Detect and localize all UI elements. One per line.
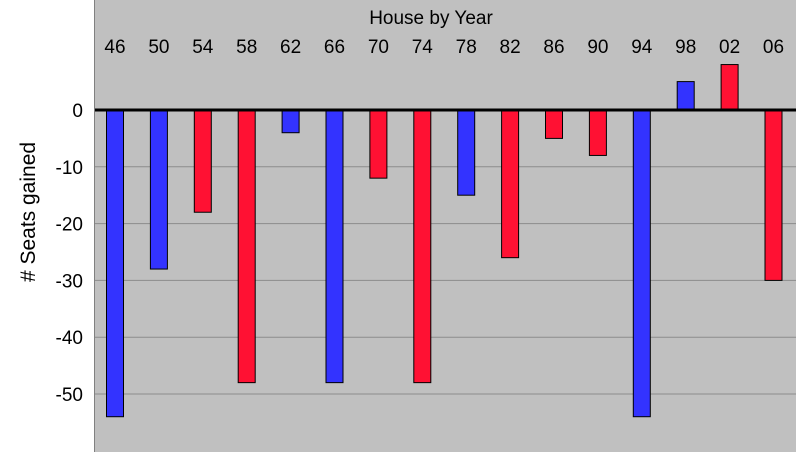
bar-46 — [106, 109, 124, 418]
x-tick-label-82: 82 — [500, 37, 521, 58]
bar-74 — [413, 109, 432, 384]
x-tick-label-94: 94 — [631, 37, 653, 58]
y-tick-label: -50 — [56, 385, 83, 406]
x-tick-label-02: 02 — [719, 37, 740, 58]
x-tick-labels: 46 50 54 58 62 66 70 74 78 82 86 90 94 98 02 06 — [104, 37, 784, 58]
y-tick-label: -40 — [56, 328, 83, 349]
bar-90 — [588, 109, 607, 156]
bars — [106, 64, 783, 418]
x-tick-label-70: 70 — [368, 37, 389, 58]
x-tick-label-06: 06 — [763, 37, 784, 58]
x-tick-label-98: 98 — [675, 37, 696, 58]
x-tick-label-54: 54 — [192, 37, 214, 58]
bar-58 — [237, 109, 256, 384]
bar-94 — [632, 109, 651, 418]
x-tick-label-78: 78 — [456, 37, 477, 58]
y-tick-label: 0 — [72, 101, 83, 122]
bar-62 — [281, 109, 300, 134]
x-tick-label-50: 50 — [148, 37, 169, 58]
bar-50 — [149, 109, 168, 270]
bar-06 — [764, 109, 783, 281]
bar-70 — [369, 109, 388, 179]
y-tick-labels: 0 -10 -20 -30 -40 -50 — [56, 101, 83, 406]
x-tick-label-86: 86 — [543, 37, 564, 58]
bar-66 — [325, 109, 344, 384]
bar-86 — [545, 109, 563, 139]
bar-82 — [501, 109, 520, 259]
bar-54 — [193, 109, 212, 213]
chart-title: House by Year — [369, 8, 493, 29]
y-tick-label: -10 — [56, 158, 83, 179]
plot-area — [94, 0, 796, 452]
bar-98 — [676, 81, 695, 111]
x-tick-label-46: 46 — [104, 37, 125, 58]
gridlines — [94, 166, 796, 395]
y-axis-label: # Seats gained — [17, 142, 40, 282]
y-tick-label: -30 — [56, 271, 83, 292]
x-tick-label-66: 66 — [324, 37, 345, 58]
x-tick-label-62: 62 — [280, 37, 301, 58]
y-tick-label: -20 — [56, 215, 83, 236]
x-tick-label-74: 74 — [412, 37, 434, 58]
bar-02 — [720, 64, 739, 111]
x-tick-label-58: 58 — [236, 37, 257, 58]
bar-78 — [457, 109, 476, 196]
x-tick-label-90: 90 — [587, 37, 608, 58]
